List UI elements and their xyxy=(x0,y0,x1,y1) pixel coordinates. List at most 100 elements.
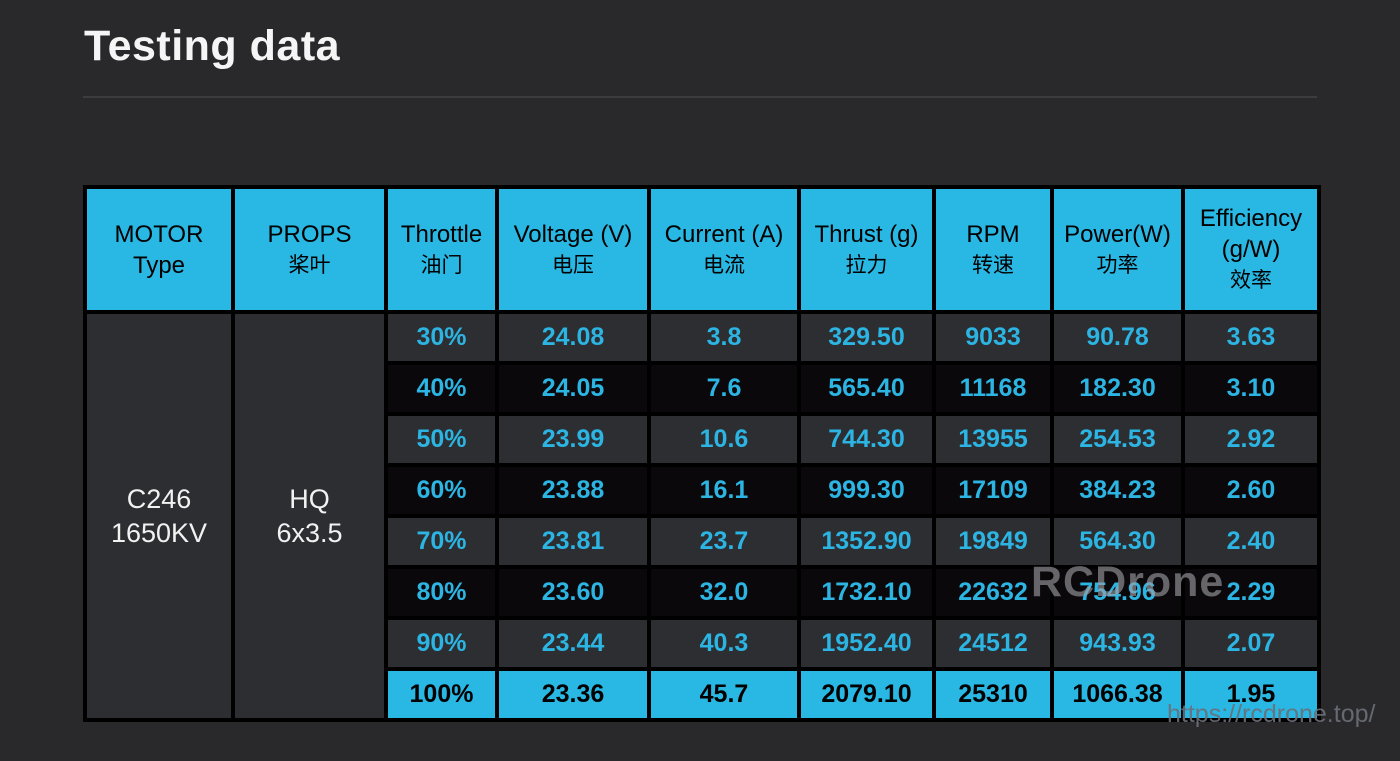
table-row-100: 100% 23.36 45.7 2079.10 25310 1066.38 1.… xyxy=(85,667,1321,722)
rpm-cell: 17109 xyxy=(932,463,1054,518)
header-line: Voltage (V) xyxy=(513,220,633,248)
voltage-cell: 23.88 xyxy=(495,463,651,518)
current-cell: 40.3 xyxy=(647,616,801,671)
efficiency-cell: 2.40 xyxy=(1181,514,1321,569)
thrust-cell: 2079.10 xyxy=(797,667,936,722)
power-cell: 564.30 xyxy=(1050,514,1185,569)
motor-kv: 1650KV xyxy=(110,518,208,548)
power-cell: 754.96 xyxy=(1050,565,1185,620)
current-cell: 3.8 xyxy=(647,310,801,365)
table-row-40: 40% 24.05 7.6 565.40 11168 182.30 3.10 xyxy=(85,361,1321,416)
throttle-cell: 80% xyxy=(384,565,499,620)
thrust-cell: 1952.40 xyxy=(797,616,936,671)
power-cell: 90.78 xyxy=(1050,310,1185,365)
header-line: 拉力 xyxy=(845,253,888,277)
efficiency-cell: 2.29 xyxy=(1181,565,1321,620)
header-line: PROPS xyxy=(267,220,352,248)
props-brand: HQ xyxy=(289,484,330,514)
header-line: (g/W) xyxy=(1221,236,1281,263)
column-header-thrust: Thrust (g) 拉力 xyxy=(797,185,936,314)
props-cell: HQ 6x3.5 xyxy=(231,310,388,722)
header-line: 电流 xyxy=(703,253,745,277)
throttle-cell: 40% xyxy=(384,361,499,416)
throttle-cell: 30% xyxy=(384,310,499,365)
thrust-cell: 999.30 xyxy=(797,463,936,518)
table-row-70: 70% 23.81 23.7 1352.90 19849 564.30 2.40 xyxy=(85,514,1321,569)
voltage-cell: 23.81 xyxy=(495,514,651,569)
header-line: RPM xyxy=(966,220,1020,248)
header-row: MOTOR Type PROPS 桨叶 Throttle 油门 Voltage … xyxy=(83,185,1321,314)
thrust-cell: 1732.10 xyxy=(797,565,936,620)
efficiency-cell: 3.10 xyxy=(1181,361,1321,416)
throttle-cell: 70% xyxy=(384,514,499,569)
voltage-cell: 24.05 xyxy=(495,361,651,416)
motor-model: C246 xyxy=(126,484,192,514)
throttle-cell: 60% xyxy=(384,463,499,518)
motor-type-cell: C246 1650KV xyxy=(83,310,235,722)
header-line: Efficiency xyxy=(1199,205,1303,232)
rpm-cell: 24512 xyxy=(932,616,1054,671)
table-row-30: C246 1650KV HQ 6x3.5 30% 24.08 3.8 329.5… xyxy=(83,310,1321,722)
thrust-cell: 1352.90 xyxy=(797,514,936,569)
header-line: 转速 xyxy=(972,253,1014,277)
header-line: 油门 xyxy=(420,253,463,277)
column-header-props: PROPS 桨叶 xyxy=(231,185,388,314)
header-line: 桨叶 xyxy=(288,253,331,277)
table-row-50: 50% 23.99 10.6 744.30 13955 254.53 2.92 xyxy=(85,412,1321,467)
power-cell: 182.30 xyxy=(1050,361,1185,416)
current-cell: 23.7 xyxy=(647,514,801,569)
power-cell: 1066.38 xyxy=(1050,667,1185,722)
power-cell: 943.93 xyxy=(1050,616,1185,671)
testing-data-table: MOTOR Type PROPS 桨叶 Throttle 油门 Voltage … xyxy=(83,185,1321,722)
thrust-cell: 565.40 xyxy=(797,361,936,416)
voltage-cell: 23.99 xyxy=(495,412,651,467)
column-header-current: Current (A) 电流 xyxy=(647,185,801,314)
efficiency-cell: 3.63 xyxy=(1181,310,1321,365)
rpm-cell: 25310 xyxy=(932,667,1054,722)
watermark-brand: RCDrone xyxy=(1031,558,1225,606)
table-row-90: 90% 23.44 40.3 1952.40 24512 943.93 2.07 xyxy=(85,616,1321,671)
watermark-url: https://rcdrone.top/ xyxy=(1167,700,1376,728)
voltage-cell: 23.36 xyxy=(495,667,651,722)
efficiency-cell: 1.95 xyxy=(1181,667,1321,722)
efficiency-cell: 2.07 xyxy=(1181,616,1321,671)
rpm-cell: 22632 xyxy=(932,565,1054,620)
header-line: Current (A) xyxy=(664,220,784,248)
title-divider xyxy=(83,96,1317,98)
header-line: Thrust (g) xyxy=(814,220,919,248)
current-cell: 32.0 xyxy=(647,565,801,620)
power-cell: 384.23 xyxy=(1050,463,1185,518)
header-line: 功率 xyxy=(1096,253,1139,277)
header-line: 电压 xyxy=(552,253,594,277)
table-row-60: 60% 23.88 16.1 999.30 17109 384.23 2.60 xyxy=(85,463,1321,518)
power-cell: 254.53 xyxy=(1050,412,1185,467)
column-header-rpm: RPM 转速 xyxy=(932,185,1054,314)
column-header-throttle: Throttle 油门 xyxy=(384,185,499,314)
throttle-cell: 50% xyxy=(384,412,499,467)
throttle-cell: 90% xyxy=(384,616,499,671)
column-header-motor-type: MOTOR Type xyxy=(83,185,235,314)
throttle-cell: 100% xyxy=(384,667,499,722)
page-title: Testing data xyxy=(84,22,341,70)
header-line: MOTOR xyxy=(114,220,204,248)
column-header-efficiency: Efficiency (g/W) 效率 xyxy=(1181,185,1321,314)
current-cell: 45.7 xyxy=(647,667,801,722)
voltage-cell: 23.60 xyxy=(495,565,651,620)
thrust-cell: 329.50 xyxy=(797,310,936,365)
rpm-cell: 13955 xyxy=(932,412,1054,467)
voltage-cell: 24.08 xyxy=(495,310,651,365)
current-cell: 7.6 xyxy=(647,361,801,416)
thrust-cell: 744.30 xyxy=(797,412,936,467)
props-size: 6x3.5 xyxy=(276,518,343,548)
header-line: Type xyxy=(132,251,186,279)
column-header-voltage: Voltage (V) 电压 xyxy=(495,185,651,314)
rpm-cell: 19849 xyxy=(932,514,1054,569)
header-line: Power(W) xyxy=(1064,220,1171,248)
rpm-cell: 9033 xyxy=(932,310,1054,365)
current-cell: 10.6 xyxy=(647,412,801,467)
rpm-cell: 11168 xyxy=(932,361,1054,416)
efficiency-cell: 2.92 xyxy=(1181,412,1321,467)
column-header-power: Power(W) 功率 xyxy=(1050,185,1185,314)
efficiency-cell: 2.60 xyxy=(1181,463,1321,518)
voltage-cell: 23.44 xyxy=(495,616,651,671)
